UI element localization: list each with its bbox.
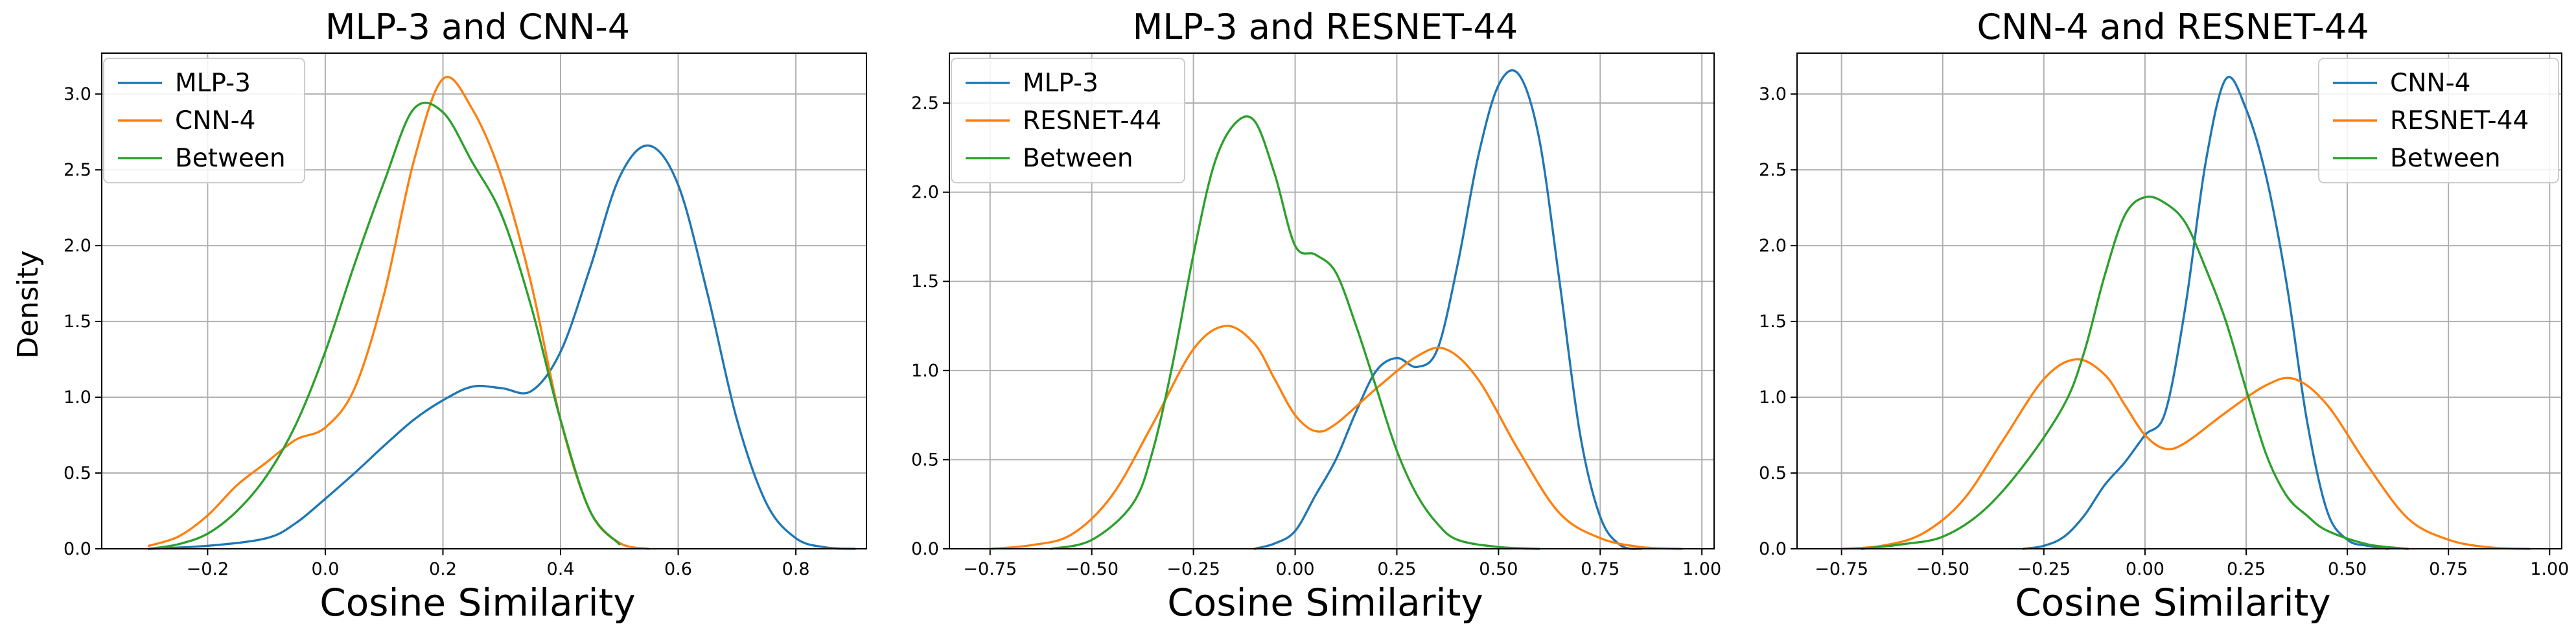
legend-label: RESNET-44 [1023, 106, 1161, 135]
series-line [1253, 69, 1642, 550]
x-tick-label: −0.25 [1166, 559, 1220, 579]
x-tick-label: 0.25 [2227, 559, 2266, 579]
x-tick-label: 0.50 [2328, 559, 2367, 579]
legend-label: Between [175, 144, 286, 173]
y-tick-label: 3.0 [64, 84, 91, 104]
series-line [1840, 358, 2531, 550]
legend-box [2318, 58, 2559, 183]
y-tick-label: 2.5 [911, 93, 939, 113]
panel-1-title: MLP-3 and CNN-4 [325, 6, 630, 47]
y-tick-label: 1.0 [911, 361, 939, 381]
legend-label: CNN-4 [2390, 69, 2470, 98]
series-line [1050, 115, 1540, 550]
plot-area-3: −0.75 −0.50 −0.25 0.00 0.25 0.50 0.75 1.00 0.0 0.… [1759, 52, 2569, 579]
panel-3-title: CNN-4 and RESNET-44 [1977, 6, 2369, 47]
panel-1-y-axis-label: Density [12, 250, 45, 358]
legend-label: Between [2390, 144, 2501, 173]
y-tick-label: 2.0 [911, 183, 939, 203]
series-line [1861, 195, 2409, 550]
series-line [147, 144, 856, 550]
x-tick-label: 0.00 [2126, 559, 2164, 579]
legend-label: MLP-3 [175, 69, 251, 98]
y-tick-label: 2.0 [1759, 236, 1787, 256]
y-tick-label: 0.0 [911, 539, 939, 559]
panel-2: MLP-3 and RESNET-44 Cosine Similarity [1133, 6, 1518, 625]
panel-2-x-axis-label: Cosine Similarity [1167, 581, 1483, 625]
series-line [989, 325, 1683, 550]
legend-box [951, 58, 1185, 183]
x-tick-label: 0.00 [1275, 559, 1314, 579]
panel-3: CNN-4 and RESNET-44 Cosine Similarity [1977, 6, 2369, 625]
y-tick-label: 0.5 [911, 450, 939, 470]
x-tick-label: 0.25 [1377, 559, 1416, 579]
y-tick-label: 1.0 [64, 387, 91, 408]
y-tick-label: 3.0 [1759, 84, 1787, 104]
x-tick-label: 0.50 [1479, 559, 1518, 579]
x-tick-label: −0.75 [1815, 559, 1868, 579]
y-tick-label: 2.5 [1759, 160, 1787, 180]
y-tick-label: 0.5 [64, 463, 91, 483]
y-tick-label: 1.5 [1759, 312, 1787, 332]
series-line [147, 101, 621, 550]
legend-label: MLP-3 [1023, 69, 1098, 98]
axes-frame [1796, 52, 2562, 549]
legend: MLP-3 RESNET-44 Between [951, 58, 1185, 183]
y-tick-label: 0.0 [1759, 539, 1787, 559]
y-tick-label: 0.5 [1759, 463, 1787, 483]
legend-label: CNN-4 [175, 106, 255, 135]
x-tick-label: 0.75 [2429, 559, 2468, 579]
legend-label: RESNET-44 [2390, 106, 2529, 135]
axes-frame [101, 52, 867, 549]
x-tick-label: 0.4 [547, 559, 575, 579]
y-tick-label: 1.5 [911, 271, 939, 292]
plot-area-1: −0.2 0.0 0.2 0.4 0.6 0.8 0.0 0.5 1.0 1.5 2.0 2.5 3.0… [64, 52, 867, 579]
y-tick-label: 2.0 [64, 236, 91, 256]
y-tick-label: 0.0 [64, 539, 91, 559]
panel-2-title: MLP-3 and RESNET-44 [1133, 6, 1518, 47]
panel-1-x-axis-label: Cosine Similarity [319, 581, 635, 625]
x-tick-label: 0.0 [311, 559, 339, 579]
axes-frame [949, 52, 1715, 549]
x-tick-label: −0.25 [2017, 559, 2071, 579]
x-tick-label: −0.2 [187, 559, 229, 579]
y-tick-label: 1.0 [1759, 387, 1787, 408]
x-tick-label: 0.8 [782, 559, 810, 579]
x-tick-label: −0.50 [1916, 559, 1969, 579]
x-tick-label: −0.75 [963, 559, 1017, 579]
x-tick-label: 0.2 [429, 559, 457, 579]
legend: MLP-3 CNN-4 Between [103, 58, 305, 183]
legend: CNN-4 RESNET-44 Between [2318, 58, 2559, 183]
series-line [2022, 76, 2389, 550]
x-tick-label: 1.00 [1682, 559, 1721, 579]
panel-3-x-axis-label: Cosine Similarity [2015, 581, 2330, 625]
y-tick-label: 2.5 [64, 160, 91, 180]
panel-1: MLP-3 and CNN-4 Cosine Similarity Densit… [12, 6, 636, 625]
y-tick-label: 1.5 [64, 312, 91, 332]
x-tick-label: 0.6 [664, 559, 692, 579]
x-tick-label: −0.50 [1065, 559, 1119, 579]
x-tick-label: 1.00 [2530, 559, 2569, 579]
legend-label: Between [1023, 144, 1133, 173]
plot-area-2: −0.75 −0.50 −0.25 0.00 0.25 0.50 0.75 1.00 0.0 0.… [911, 52, 1721, 579]
legend-box [103, 58, 305, 183]
x-tick-label: 0.75 [1581, 559, 1619, 579]
